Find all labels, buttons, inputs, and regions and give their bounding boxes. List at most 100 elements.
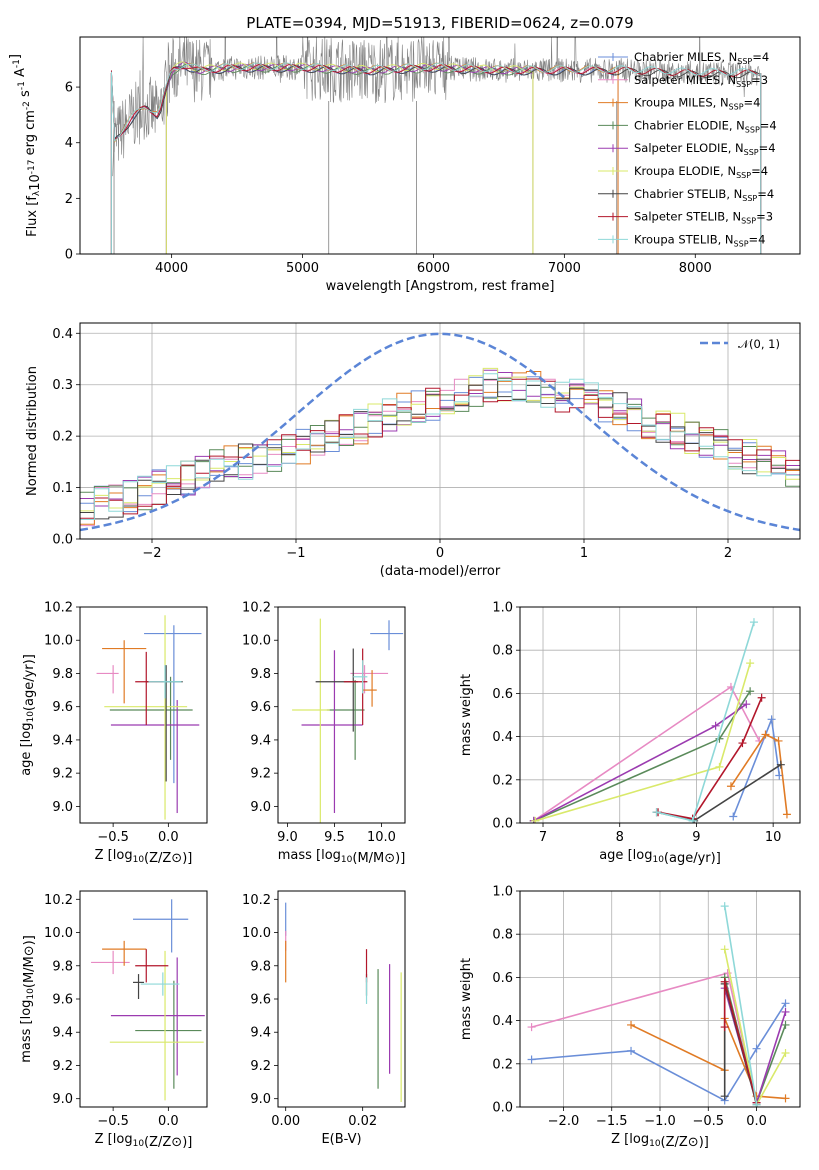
mass_vs_ebv-plot [285, 902, 402, 1103]
mass-weight-marker [627, 1020, 636, 1029]
mass_vs_Z-ytick-label: 10.0 [44, 926, 73, 941]
residuals-xtick-label: 0 [436, 546, 444, 561]
label-sub: 10 [26, 711, 36, 723]
label-part: (Z/Z⊙)] [144, 1135, 192, 1150]
legend-label: Salpeter ELODIE, N [634, 141, 744, 155]
mass_vs_Z-ytick-label: 9.6 [52, 993, 73, 1008]
age_vs_mass-frame-group: 9.0 9.5 10.0 9.0 9.2 9.4 9.6 9.8 10.0 10.2 mass [l… [242, 601, 406, 866]
spectrum-frame-group: 4000 5000 6000 7000 8000 0 2 4 6 wavelength [Angs… [8, 36, 801, 294]
weight_vs_age-ytick-label: 0.2 [492, 773, 513, 788]
mass-weight-line [657, 697, 763, 820]
spectrum-ytick-label: 0 [65, 248, 73, 263]
label-part: ] [8, 54, 23, 59]
legend-label: Kroupa ELODIE, N [634, 164, 736, 178]
weight_vs_Z-ytick-label: 1.0 [492, 885, 513, 900]
weight_vs_age-plot [529, 618, 791, 823]
mass-weight-marker [715, 762, 724, 771]
spectrum-frame [79, 36, 801, 255]
legend-entry: Chabrier MILES, NSSP=4 [634, 50, 769, 66]
age_vs_Z-ytick-label: 10.2 [44, 601, 73, 616]
legend-sub: SSP [745, 125, 760, 134]
mass-weight-line [723, 981, 758, 1103]
legend-nssp: =4 [759, 141, 776, 155]
mass-weight-marker [531, 816, 540, 823]
legend-entry: Kroupa MILES, NSSP=4 [634, 96, 760, 112]
weight_vs_Z-ytick-label: 0.2 [492, 1057, 513, 1072]
age_vs_Z-plot [96, 615, 202, 820]
mass_vs_Z-plot [91, 899, 205, 1101]
mass-weight-marker [720, 1023, 729, 1032]
weight_vs_age-xtick-label: 7 [539, 830, 547, 845]
mass_vs_ebv-ytick-label: 9.0 [250, 1092, 271, 1107]
age_vs_mass-ytick-label: 9.8 [250, 667, 271, 682]
label-part: 10 [28, 174, 43, 191]
label-part: E(B-V) [321, 1132, 361, 1147]
spectrum-axes: 4000 5000 6000 7000 8000 0 2 4 6 wavelength [Angs… [8, 36, 801, 294]
mass_vs_ebv-ytick-label: 10.0 [242, 926, 271, 941]
label-sub: 10 [649, 1139, 661, 1149]
label-part: wavelength [Angstrom, rest frame] [326, 279, 555, 294]
age_vs_mass-axes: 9.0 9.5 10.0 9.0 9.2 9.4 9.6 9.8 10.0 10.2 mass [l… [242, 601, 406, 866]
legend-entry: Chabrier STELIB, NSSP=4 [634, 187, 774, 203]
spectrum-xtick-label: 6000 [417, 261, 450, 276]
mass-weight-marker [781, 1049, 790, 1057]
spectrum-ylabel: Flux [fλ10-17 erg cm-2 s-1 A-1] [8, 54, 43, 237]
figure-title: PLATE=0394, MJD=51913, FIBERID=0624, z=0… [246, 14, 633, 32]
histogram-step [80, 378, 800, 519]
residuals-ylabel: Normed distribution [25, 366, 40, 496]
legend-sub: SSP [742, 194, 757, 203]
mass-weight-line [656, 764, 782, 822]
mass-weight-marker [742, 700, 751, 709]
age_vs_Z-xlabel: Z [log10(Z/Z⊙)] [95, 848, 193, 866]
label-part: Z [ [95, 1132, 113, 1147]
gaussian-legend-label: 𝒩(0, 1) [738, 337, 780, 351]
age_vs_Z-xtick-label: −0.5 [97, 830, 129, 845]
label-part: log [629, 1132, 649, 1147]
label-part: λ [32, 190, 42, 196]
mass-weight-marker [627, 1046, 636, 1055]
label-sub: 10 [133, 1139, 145, 1149]
legend-sub: SSP [736, 171, 751, 180]
spectrum-xtick-label: 4000 [155, 261, 188, 276]
spectrum-model-line [110, 63, 760, 140]
label-part: age [ [599, 848, 632, 863]
mass-weight-marker [781, 1094, 790, 1103]
residuals-xtick-label: 1 [580, 546, 588, 561]
label-part: Z [ [611, 1132, 629, 1147]
legend-entry: Kroupa STELIB, NSSP=4 [634, 232, 765, 248]
mass-weight-marker [752, 1100, 761, 1107]
age_vs_mass-frame [277, 606, 406, 824]
weight_vs_Z-xtick-label: −1.0 [644, 1114, 676, 1129]
age_vs_mass-xtick-label: 9.5 [324, 830, 345, 845]
legend-nssp: =3 [756, 210, 773, 224]
weight_vs_age-ytick-label: 1.0 [492, 601, 513, 616]
mass-weight-marker [527, 1023, 536, 1032]
legend-sub: SSP [737, 57, 752, 66]
age_vs_Z-ytick-label: 9.8 [52, 667, 73, 682]
age_vs_Z-ytick-label: 9.2 [52, 767, 73, 782]
label-part: mass [ [278, 848, 321, 863]
weight_vs_age-xlabel: age [log10(age/yr)] [599, 848, 721, 866]
spectrum-xtick-label: 7000 [548, 261, 581, 276]
mass_vs_ebv-ytick-label: 9.6 [250, 993, 271, 1008]
label-part: s [18, 90, 33, 101]
mass_vs_Z-ytick-label: 9.0 [52, 1092, 73, 1107]
label-part: age [ [19, 742, 34, 775]
mass_vs_ebv-frame-group: 0.00 0.02 9.0 9.2 9.4 9.6 9.8 10.0 10.2 E(B-V) [242, 890, 406, 1147]
age_vs_Z-ylabel: age [log10(age/yr)] [19, 654, 37, 776]
legend-nssp: =4 [752, 50, 769, 64]
weight_vs_Z-xtick-label: −2.0 [548, 1114, 580, 1129]
legend-sub: SSP [734, 239, 749, 248]
weight_vs_age-frame [519, 606, 801, 824]
age_vs_mass-ytick-label: 9.6 [250, 700, 271, 715]
weight_vs_Z-axes: −2.0 −1.5 −1.0 −0.5 0.0 0.0 0.2 0.4 0.6 0.8 1.0 Z [… [459, 885, 801, 1150]
label-part: mass weight [459, 958, 474, 1040]
age_vs_Z-ytick-label: 9.4 [52, 733, 73, 748]
mass-weight-marker [767, 715, 776, 724]
mass-weight-marker [782, 810, 791, 819]
mass_vs_ebv-frame [277, 890, 406, 1108]
mass-weight-marker [720, 1092, 729, 1101]
mass-weight-marker [527, 1055, 536, 1064]
weight_vs_Z-ylabel: mass weight [459, 958, 474, 1040]
